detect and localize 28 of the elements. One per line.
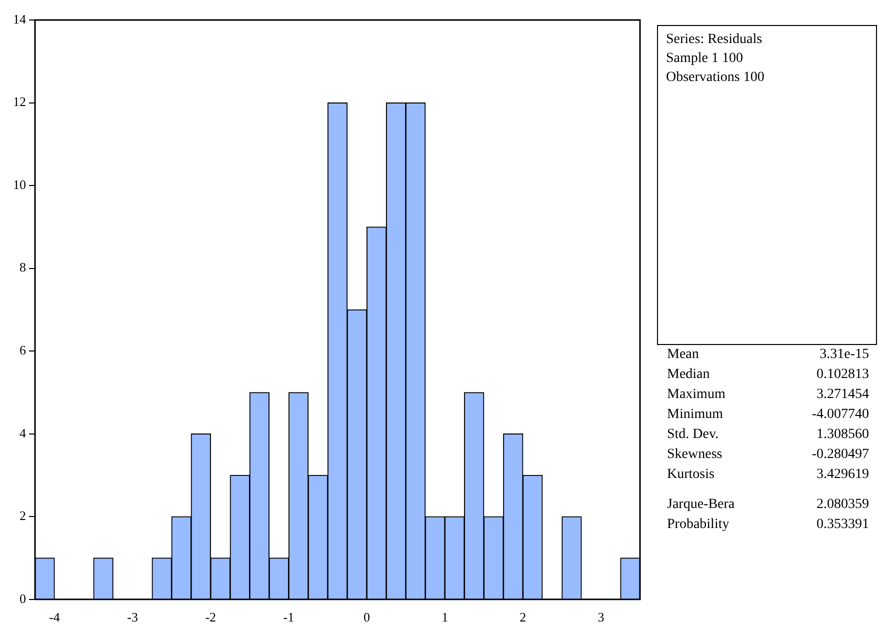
text: Kurtosis 3.429619 [667,467,869,482]
x-tick-label: 0 [364,610,370,625]
text: Mean 3.31e-15 [667,347,869,362]
y-tick-label: 2 [20,508,26,524]
text: Jarque-Bera 2.080359 [667,497,869,512]
x-tick-label: -2 [205,610,216,625]
text: Skewness -0.280497 [667,447,869,462]
text: Median 0.102813 [667,367,869,382]
y-tick-label: 4 [20,425,26,440]
text: Probability 0.353391 [667,517,869,532]
y-tick-label: 6 [20,342,26,358]
text: Maximum 3.271454 [667,387,869,402]
y-tick-label: 14 [13,11,26,26]
x-tick-label: 1 [442,610,448,625]
text: Sample 1 100 [666,50,744,68]
x-tick-label: -1 [283,610,294,625]
x-tick-label: 3 [598,610,604,625]
y-tick-label: 8 [20,260,26,275]
y-tick-label: 10 [13,176,26,192]
text: Minimum -4.007740 [667,407,869,422]
x-tick-label: -3 [127,610,138,625]
x-tick-label: 2 [520,610,526,625]
y-tick-label: 0 [20,590,26,606]
text: Std. Dev. 1.308560 [667,427,869,442]
y-tick-label: 12 [13,94,26,110]
x-tick-label: -4 [49,610,60,625]
text: Series: Residuals [666,31,764,49]
text: Observations 100 [666,69,766,87]
